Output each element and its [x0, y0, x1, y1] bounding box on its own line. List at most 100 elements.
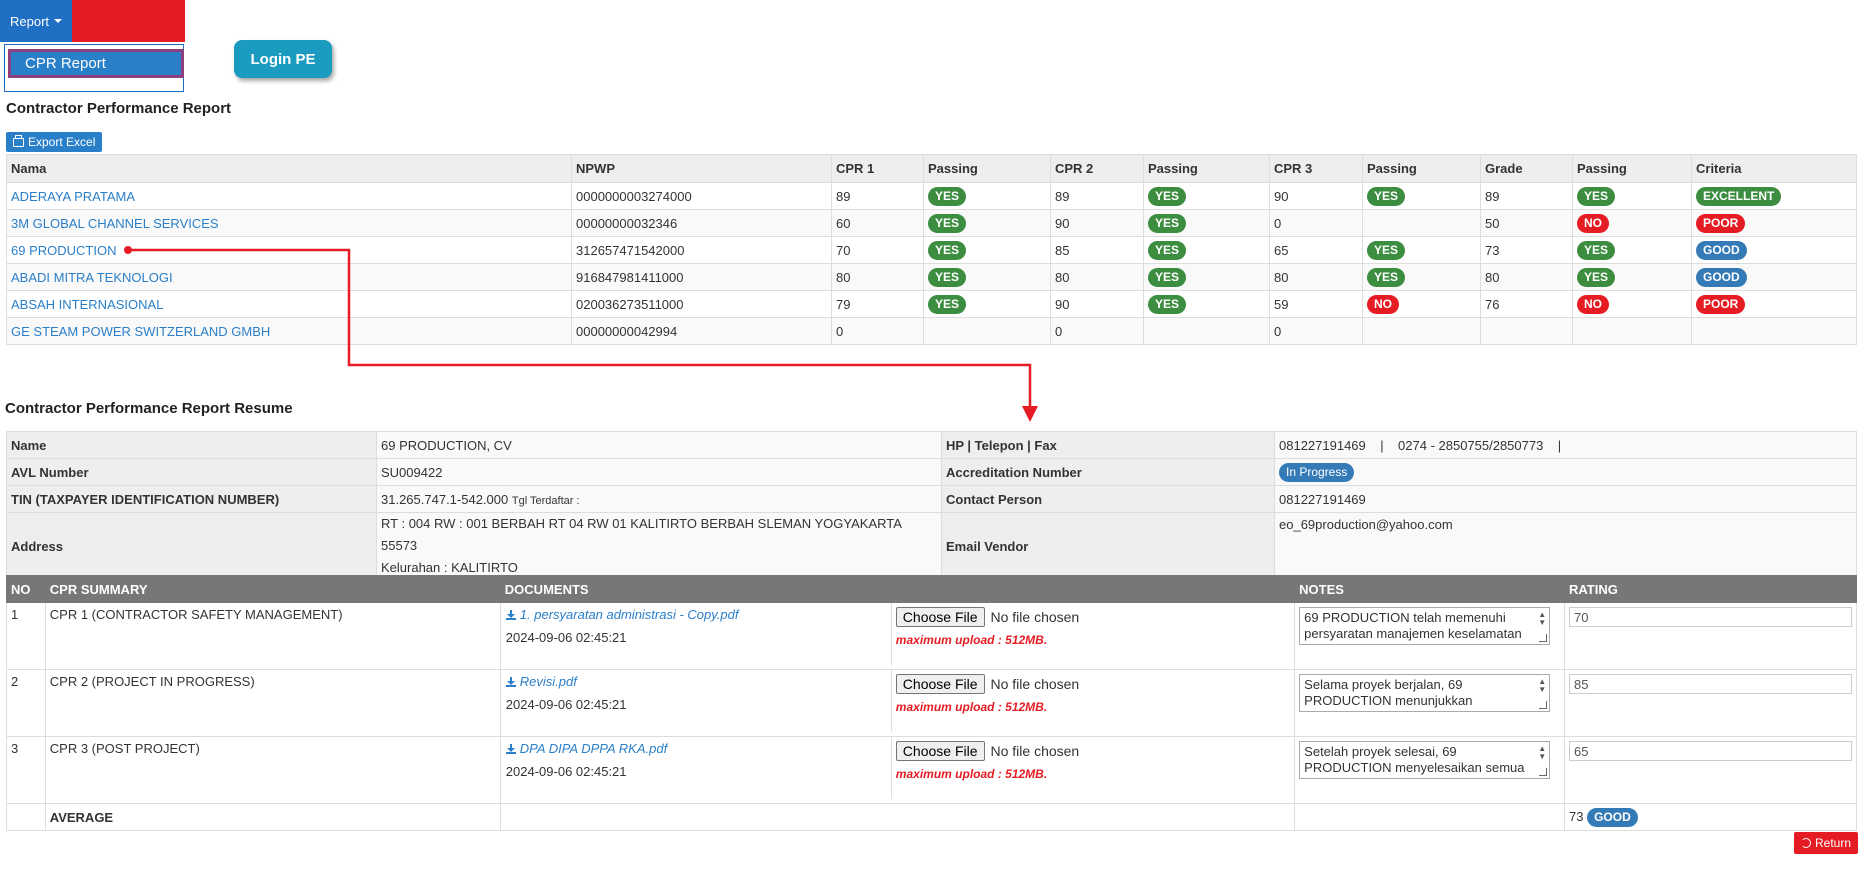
- cpr3-cell: 90: [1269, 182, 1363, 210]
- cpr-summary-cell: CPR 2 (PROJECT IN PROGRESS): [44, 669, 501, 737]
- passing-badge: YES: [1577, 186, 1616, 206]
- report-menu-button[interactable]: Report: [0, 0, 72, 42]
- choose-file-button[interactable]: Choose File: [895, 674, 985, 694]
- scroll-arrows-icon[interactable]: ▲ ▼: [1538, 677, 1547, 694]
- vendor-name-link[interactable]: GE STEAM POWER SWITZERLAND GMBH: [11, 323, 271, 339]
- summary-header-row: NO CPR SUMMARY DOCUMENTS NOTES RATING: [6, 575, 1857, 603]
- cpr-summary-cell: CPR 1 (CONTRACTOR SAFETY MANAGEMENT): [44, 602, 501, 670]
- cpr1-cell: 70: [831, 236, 924, 264]
- top-menu-bar: Report: [0, 0, 185, 42]
- passing-badge: YES: [1148, 294, 1187, 314]
- criteria-badge: EXCELLENT: [1696, 186, 1782, 206]
- col-nama: Nama: [6, 154, 572, 183]
- row-number: 2: [6, 669, 46, 737]
- scroll-arrows-icon[interactable]: ▲ ▼: [1538, 610, 1547, 627]
- address-label: Address: [6, 512, 377, 580]
- table-row: ABSAH INTERNASIONAL 020036273511000 79 YES 9…: [6, 290, 1857, 318]
- passing-badge: NO: [1577, 213, 1609, 233]
- vendor-name-link[interactable]: 69 PRODUCTION: [11, 242, 117, 258]
- grade-cell: 73: [1480, 236, 1573, 264]
- cpr3-cell: 65: [1269, 236, 1363, 264]
- phone-value: 081227191469 | 0274 - 2850755/2850773 |: [1274, 431, 1857, 459]
- max-upload-note: maximum upload : 512MB.: [895, 633, 1048, 647]
- col-passing-3: Passing: [1362, 154, 1481, 183]
- upload-date: 2024-09-06 02:45:21: [505, 764, 627, 779]
- document-link[interactable]: Revisi.pdf: [505, 674, 886, 689]
- resume-row-tin: TIN (TAXPAYER IDENTIFICATION NUMBER) 31.…: [6, 485, 1857, 513]
- tin-value: 31.265.747.1-542.000: [381, 491, 509, 507]
- report-dropdown: CPR Report: [4, 44, 184, 92]
- vendor-name-link[interactable]: ABADI MITRA TEKNOLOGI: [11, 269, 173, 285]
- printer-icon: [13, 134, 24, 147]
- notes-textarea[interactable]: Setelah proyek selesai, 69 PRODUCTION me…: [1299, 741, 1551, 779]
- arrow-head-icon: [1022, 406, 1038, 422]
- grade-cell: 76: [1480, 290, 1573, 318]
- name-value: 69 PRODUCTION, CV: [376, 431, 942, 459]
- npwp-cell: 916847981411000: [571, 263, 832, 291]
- avl-label: AVL Number: [6, 458, 377, 486]
- criteria-badge: POOR: [1696, 213, 1746, 233]
- rating-input[interactable]: [1569, 741, 1852, 761]
- download-icon: [505, 743, 516, 754]
- notes-textarea[interactable]: Selama proyek berjalan, 69 PRODUCTION me…: [1299, 674, 1551, 712]
- row-number: 1: [6, 602, 46, 670]
- max-upload-note: maximum upload : 512MB.: [895, 767, 1048, 781]
- download-icon: [505, 609, 516, 620]
- resize-handle-icon[interactable]: [1539, 634, 1548, 642]
- choose-file-button[interactable]: Choose File: [895, 741, 985, 761]
- login-pe-button[interactable]: Login PE: [234, 40, 332, 78]
- table-row: 3M GLOBAL CHANNEL SERVICES 00000000032346…: [6, 209, 1857, 237]
- cpr-summary-cell: CPR 3 (POST PROJECT): [44, 736, 501, 804]
- resume-row-avl: AVL Number SU009422 Accreditation Number…: [6, 458, 1857, 486]
- passing-badge: YES: [1367, 267, 1406, 287]
- accreditation-status-badge: In Progress: [1279, 462, 1355, 482]
- passing-badge: YES: [1367, 186, 1406, 206]
- export-excel-button[interactable]: Export Excel: [6, 132, 103, 152]
- col-passing-grade: Passing: [1572, 154, 1692, 183]
- table-row: GE STEAM POWER SWITZERLAND GMBH 000000000…: [6, 317, 1857, 345]
- cpr3-cell: 80: [1269, 263, 1363, 291]
- report-table: Nama NPWP CPR 1 Passing CPR 2 Passing CP…: [6, 154, 1857, 345]
- table-row: 1 CPR 1 (CONTRACTOR SAFETY MANAGEMENT) 1. …: [6, 602, 1857, 670]
- return-button[interactable]: Return: [1794, 832, 1859, 854]
- scroll-arrows-icon[interactable]: ▲ ▼: [1538, 744, 1547, 761]
- grade-cell: [1480, 317, 1573, 345]
- passing-badge: NO: [1577, 294, 1609, 314]
- average-label: AVERAGE: [44, 803, 501, 831]
- col-grade: Grade: [1480, 154, 1573, 183]
- cpr3-cell: 0: [1269, 209, 1363, 237]
- email-value: eo_69production@yahoo.com: [1274, 512, 1857, 580]
- vendor-name-link[interactable]: ADERAYA PRATAMA: [11, 188, 136, 204]
- rating-input[interactable]: [1569, 674, 1852, 694]
- upload-date: 2024-09-06 02:45:21: [505, 697, 627, 712]
- notes-textarea[interactable]: 69 PRODUCTION telah memenuhi persyaratan…: [1299, 607, 1551, 645]
- passing-badge: YES: [1148, 186, 1187, 206]
- passing-badge: YES: [1577, 240, 1616, 260]
- document-link[interactable]: DPA DIPA DPPA RKA.pdf: [505, 741, 886, 756]
- resize-handle-icon[interactable]: [1539, 768, 1548, 776]
- no-file-label: No file chosen: [990, 609, 1080, 625]
- address-line-1: RT : 004 RW : 001 BERBAH RT 04 RW 01 KAL…: [381, 516, 902, 553]
- col-passing-2: Passing: [1143, 154, 1270, 183]
- contact-value: 081227191469: [1274, 485, 1857, 513]
- average-row: AVERAGE 73 GOOD: [6, 803, 1857, 831]
- document-link[interactable]: 1. persyaratan administrasi - Copy.pdf: [505, 607, 886, 622]
- col-rating: RATING: [1564, 575, 1857, 603]
- choose-file-button[interactable]: Choose File: [895, 607, 985, 627]
- vendor-name-link[interactable]: 3M GLOBAL CHANNEL SERVICES: [11, 215, 219, 231]
- resume-table: Name 69 PRODUCTION, CV HP | Telepon | Fa…: [6, 431, 1857, 580]
- cpr2-cell: 85: [1050, 236, 1144, 264]
- npwp-cell: 00000000032346: [571, 209, 832, 237]
- rating-input[interactable]: [1569, 607, 1852, 627]
- max-upload-note: maximum upload : 512MB.: [895, 700, 1048, 714]
- cpr2-cell: 90: [1050, 209, 1144, 237]
- vendor-name-link[interactable]: ABSAH INTERNASIONAL: [11, 296, 164, 312]
- col-criteria: Criteria: [1691, 154, 1857, 183]
- passing-badge: YES: [1577, 267, 1616, 287]
- criteria-badge: POOR: [1696, 294, 1746, 314]
- resize-handle-icon[interactable]: [1539, 701, 1548, 709]
- passing-badge: YES: [928, 294, 967, 314]
- passing-badge: YES: [1367, 240, 1406, 260]
- dropdown-item-cpr-report[interactable]: CPR Report: [8, 49, 184, 78]
